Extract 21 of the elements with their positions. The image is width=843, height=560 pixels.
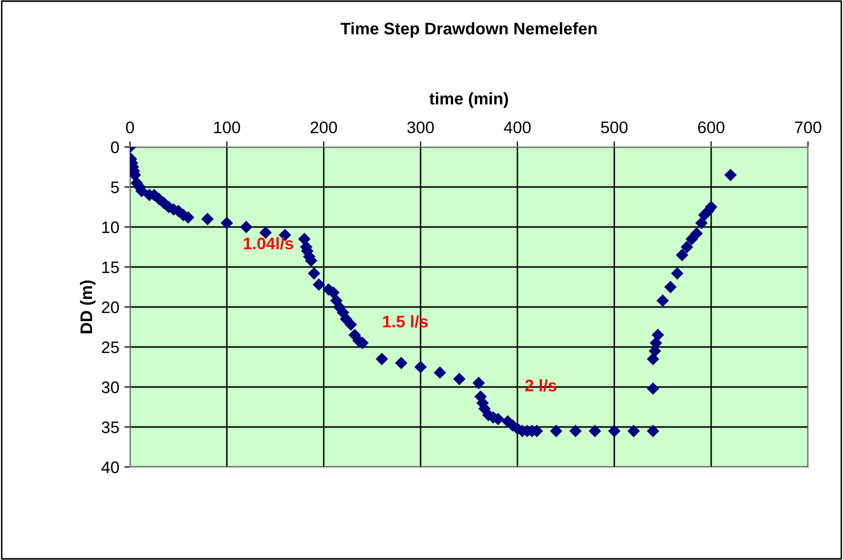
chart-title: Time Step Drawdown Nemelefen [340,22,597,38]
y-tick-label: 5 [110,182,119,194]
y-tick-label: 35 [102,421,119,434]
y-axis-title: DD (m) [80,280,96,334]
x-tick-label: 500 [601,121,628,134]
x-axis-title: time (min) [429,92,508,108]
y-tick-label: 20 [102,301,119,314]
y-tick-label: 15 [102,262,119,274]
y-tick-label: 30 [102,381,119,394]
x-tick-label: 0 [126,121,134,134]
y-tick-label: 0 [110,141,119,154]
x-tick-label: 100 [214,121,240,134]
annotation: 1.04l/s [244,237,294,250]
x-tick-label: 300 [407,121,434,134]
y-tick-label: 40 [101,461,119,474]
x-tick-label: 600 [698,121,724,134]
y-tick-label: 10 [102,221,119,234]
x-tick-label: 400 [504,121,531,134]
x-tick-label: 700 [794,121,822,134]
x-tick-label: 200 [310,121,337,134]
y-tick-label: 25 [102,341,119,354]
